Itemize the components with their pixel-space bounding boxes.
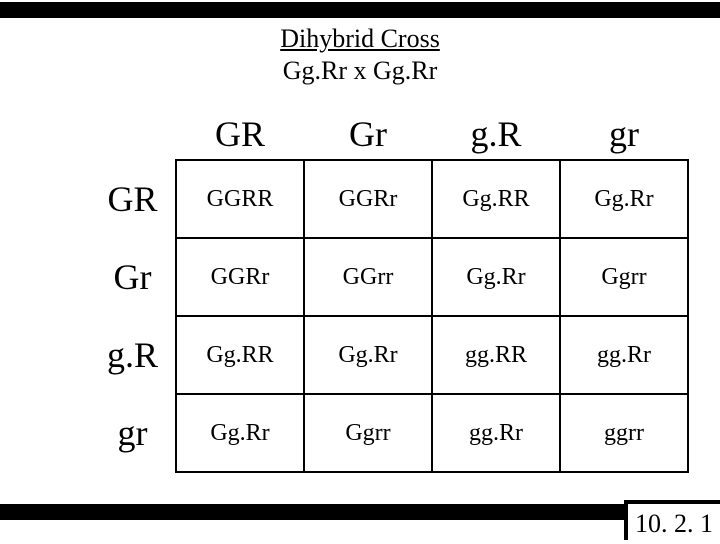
genotype-cell: Ggrr — [560, 238, 688, 316]
top-rule — [0, 2, 720, 18]
table-corner — [100, 108, 176, 160]
genotype-cell: GGrr — [304, 238, 432, 316]
title-line-2: Gg.Rr x Gg.Rr — [0, 56, 720, 86]
genotype-cell: Gg.Rr — [432, 238, 560, 316]
row-header: Gr — [100, 238, 176, 316]
genotype-cell: gg.Rr — [432, 394, 560, 472]
genotype-cell: gg.RR — [432, 316, 560, 394]
col-header: gr — [560, 108, 688, 160]
bottom-rule — [0, 504, 720, 520]
slide: Dihybrid Cross Gg.Rr x Gg.Rr GR Gr g.R g… — [0, 0, 720, 540]
punnett-square: GR Gr g.R gr GR GGRR GGRr Gg.RR Gg.Rr Gr… — [100, 108, 689, 473]
title-block: Dihybrid Cross Gg.Rr x Gg.Rr — [0, 24, 720, 86]
row-header: gr — [100, 394, 176, 472]
genotype-cell: Gg.RR — [176, 316, 304, 394]
col-header: g.R — [432, 108, 560, 160]
row-header: g.R — [100, 316, 176, 394]
genotype-cell: Gg.Rr — [560, 160, 688, 238]
genotype-cell: Gg.Rr — [304, 316, 432, 394]
genotype-cell: GGRr — [176, 238, 304, 316]
genotype-cell: Gg.RR — [432, 160, 560, 238]
genotype-cell: Ggrr — [304, 394, 432, 472]
col-header: GR — [176, 108, 304, 160]
title-line-1: Dihybrid Cross — [0, 24, 720, 54]
col-header: Gr — [304, 108, 432, 160]
genotype-cell: GGRr — [304, 160, 432, 238]
reference-number: 10. 2. 1 — [624, 500, 720, 540]
genotype-cell: Gg.Rr — [176, 394, 304, 472]
genotype-cell: ggrr — [560, 394, 688, 472]
row-header: GR — [100, 160, 176, 238]
genotype-cell: gg.Rr — [560, 316, 688, 394]
genotype-cell: GGRR — [176, 160, 304, 238]
